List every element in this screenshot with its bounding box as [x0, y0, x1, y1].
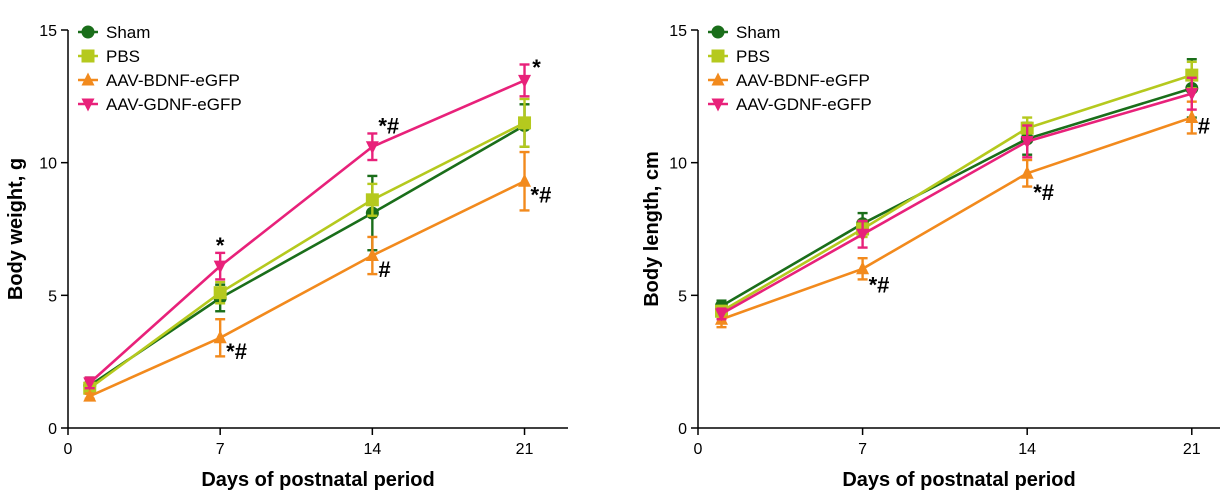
- x-tick-label: 21: [516, 441, 534, 458]
- data-point: [1020, 135, 1034, 149]
- legend-item: PBS: [708, 47, 770, 66]
- data-point: [1185, 110, 1199, 124]
- series-line: [89, 124, 526, 387]
- data-point: [213, 260, 227, 274]
- legend-label: AAV-BDNF-eGFP: [736, 71, 870, 90]
- legend-label: AAV-BDNF-eGFP: [106, 71, 240, 90]
- x-tick-label: 7: [858, 441, 867, 458]
- significance-annotation: *: [216, 233, 225, 258]
- legend-label: Sham: [106, 23, 150, 42]
- legend-marker: [81, 72, 95, 86]
- y-axis-title: Body weight, g: [5, 158, 27, 300]
- data-point: [856, 261, 870, 275]
- series-line: [88, 79, 526, 384]
- legend-item: PBS: [78, 47, 140, 66]
- data-point: [1185, 88, 1199, 102]
- legend-item: Sham: [78, 23, 150, 42]
- y-tick-label: 0: [48, 421, 57, 438]
- data-point: [83, 377, 97, 391]
- legend-marker: [711, 25, 725, 39]
- data-point: [518, 173, 532, 187]
- series-4: [715, 76, 1199, 322]
- y-tick-label: 5: [48, 288, 57, 305]
- x-axis-title: Days of postnatal period: [201, 469, 434, 490]
- data-point: [365, 141, 379, 155]
- series-line: [720, 87, 1193, 308]
- significance-annotation: *: [532, 55, 541, 80]
- series-line: [721, 116, 1193, 321]
- data-point: [518, 116, 532, 130]
- y-tick-label: 10: [669, 156, 687, 173]
- data-point: [365, 193, 379, 207]
- legend-marker: [81, 98, 95, 112]
- legend-label: Sham: [736, 23, 780, 42]
- significance-annotation: *#: [378, 114, 399, 139]
- series-line: [89, 180, 526, 398]
- data-point: [213, 330, 227, 344]
- series-3: [715, 100, 1199, 329]
- x-tick-label: 14: [1018, 441, 1036, 458]
- legend-item: AAV-GDNF-eGFP: [708, 95, 872, 114]
- legend-marker: [81, 49, 95, 63]
- data-point: [365, 248, 379, 262]
- significance-annotation: *#: [531, 183, 552, 208]
- legend-item: AAV-GDNF-eGFP: [78, 95, 242, 114]
- data-point: [83, 388, 97, 402]
- legend-label: AAV-GDNF-eGFP: [736, 95, 872, 114]
- significance-annotation: #: [378, 257, 390, 282]
- significance-annotation: #: [1198, 114, 1210, 139]
- data-point: [518, 74, 532, 88]
- significance-annotation: *#: [226, 339, 247, 364]
- series-line: [720, 73, 1193, 313]
- legend-label: PBS: [736, 47, 770, 66]
- series-3: [83, 150, 532, 402]
- legend-item: AAV-BDNF-eGFP: [78, 71, 240, 90]
- series-4: [83, 63, 532, 391]
- x-axis-title: Days of postnatal period: [842, 469, 1075, 490]
- legend-label: AAV-GDNF-eGFP: [106, 95, 242, 114]
- legend-marker: [711, 98, 725, 112]
- data-point: [1020, 165, 1034, 179]
- chart-panel-1: 0 5 10 15 0 7 14 21 Days of postnatal period Body…: [5, 23, 568, 490]
- legend-label: PBS: [106, 47, 140, 66]
- y-tick-label: 15: [669, 23, 687, 40]
- data-point: [213, 286, 227, 300]
- y-axis-title: Body length, cm: [641, 151, 663, 307]
- series-1: [83, 103, 532, 395]
- y-tick-label: 10: [39, 156, 57, 173]
- data-point: [856, 228, 870, 242]
- series-line: [720, 92, 1193, 316]
- y-tick-label: 15: [39, 23, 57, 40]
- legend-marker: [711, 49, 725, 63]
- legend-item: Sham: [708, 23, 780, 42]
- series-2: [83, 97, 532, 395]
- y-tick-label: 0: [678, 421, 687, 438]
- legend: Sham PBS AAV-BDNF-eGFP AAV-GDNF-eGFP: [708, 23, 872, 114]
- x-tick-label: 7: [216, 441, 225, 458]
- x-tick-label: 21: [1183, 441, 1201, 458]
- data-point: [715, 308, 729, 322]
- chart-panel-2: 0 5 10 15 0 7 14 21 Days of postnatal period Body…: [641, 23, 1220, 490]
- x-tick-label: 0: [64, 441, 73, 458]
- significance-annotation: *#: [1033, 180, 1054, 205]
- legend-item: AAV-BDNF-eGFP: [708, 71, 870, 90]
- legend-marker: [81, 25, 95, 39]
- significance-annotation: *#: [869, 273, 890, 298]
- x-tick-label: 0: [694, 441, 703, 458]
- y-tick-label: 5: [678, 288, 687, 305]
- legend-marker: [711, 72, 725, 86]
- legend: Sham PBS AAV-BDNF-eGFP AAV-GDNF-eGFP: [78, 23, 242, 114]
- x-tick-label: 14: [363, 441, 381, 458]
- series-line: [88, 121, 526, 390]
